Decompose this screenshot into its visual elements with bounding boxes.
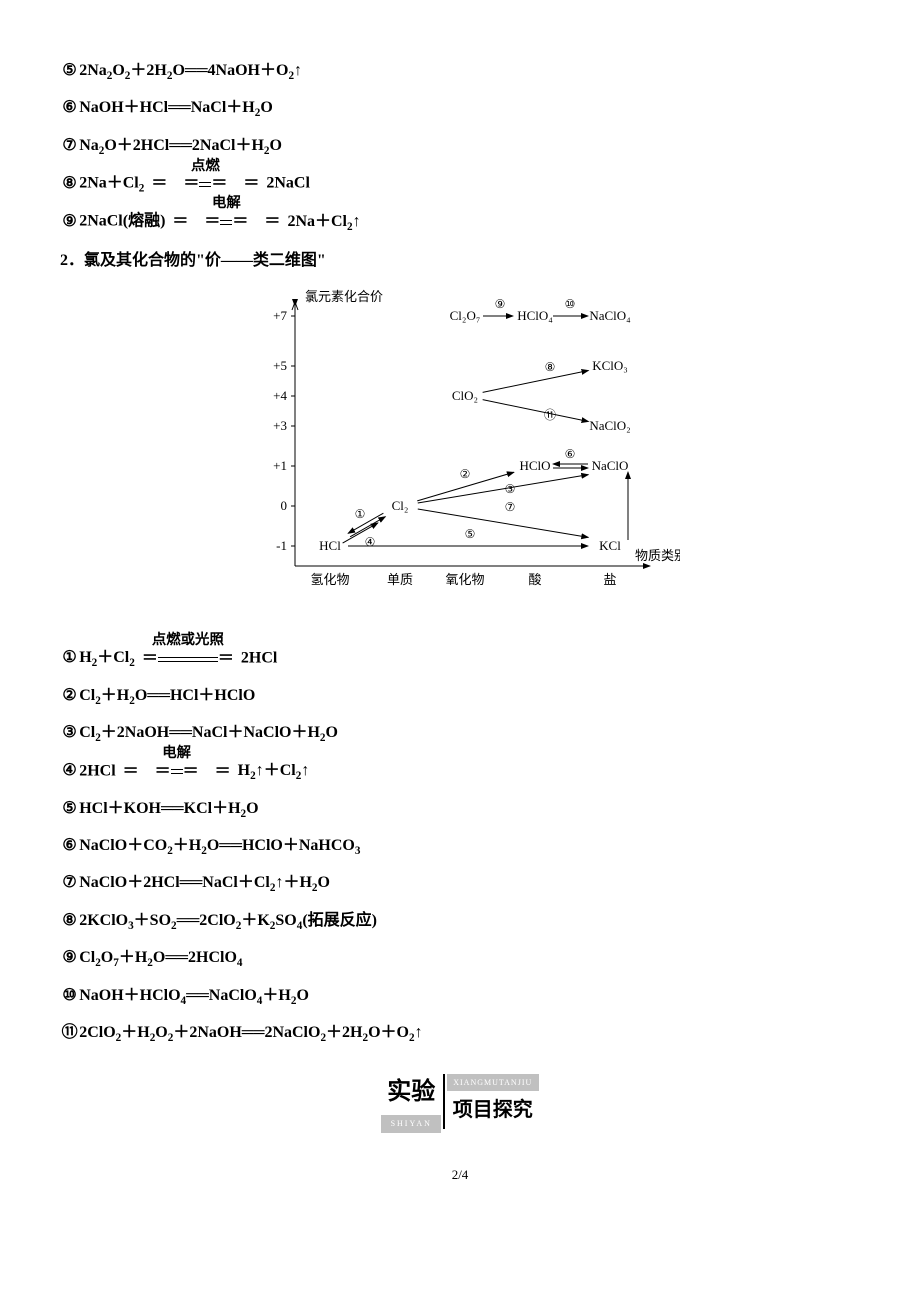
svg-text:盐: 盐 [603,572,616,587]
svg-text:单质: 单质 [387,572,413,587]
svg-text:ClO₂: ClO₂ [452,388,478,403]
section-2-title: 2．氯及其化合物的"价——类二维图" [60,246,860,276]
svg-text:⑪: ⑪ [544,408,556,422]
svg-text:④: ④ [365,535,376,549]
svg-text:Cl₂O₇: Cl₂O₇ [450,308,481,323]
footer-right-main: 项目探究 [447,1091,539,1129]
footer-banner: 实验 SHIYAN XIANGMUTANJIU 项目探究 [60,1070,860,1133]
svg-text:0: 0 [281,498,288,513]
svg-text:-1: -1 [276,538,287,553]
svg-text:KClO₃: KClO₃ [592,358,628,373]
svg-text:+1: +1 [273,458,287,473]
svg-text:HClO: HClO [519,458,550,473]
svg-text:⑤: ⑤ [465,527,476,541]
equation: ⑦NaClO＋2HCl══NaCl＋Cl2↑＋H2O [60,868,860,899]
equation: ⑥NaOH＋HCl══NaCl＋H2O [60,93,860,124]
svg-text:氯元素化合价: 氯元素化合价 [305,289,383,304]
footer-right-sub: XIANGMUTANJIU [447,1074,539,1091]
svg-text:+3: +3 [273,418,287,433]
equation: ⑪2ClO2＋H2O2＋2NaOH══2NaClO2＋2H2O＋O2↑ [60,1018,860,1049]
equation-9: ⑨2NaCl(熔融) 电解 ＝ ＝＝ ＝ 2Na＋Cl2↑ [60,206,860,238]
svg-text:氧化物: 氧化物 [445,572,484,587]
svg-text:HClO₄: HClO₄ [517,308,553,323]
equation: ⑥NaClO＋CO2＋H2O══HClO＋NaHCO3 [60,831,860,862]
svg-text:NaClO₂: NaClO₂ [589,418,630,433]
svg-text:+7: +7 [273,308,287,323]
svg-text:⑦: ⑦ [505,500,516,514]
svg-text:物质类别: 物质类别 [635,548,680,563]
svg-text:氢化物: 氢化物 [310,572,349,587]
svg-text:⑧: ⑧ [545,360,556,374]
svg-text:⑩: ⑩ [565,297,576,311]
footer-left-sub: SHIYAN [381,1115,441,1132]
equation: ⑨Cl2O7＋H2O══2HClO4 [60,943,860,974]
svg-text:②: ② [460,467,471,481]
svg-text:+4: +4 [273,388,287,403]
svg-text:①: ① [355,507,366,521]
svg-text:+5: +5 [273,358,287,373]
svg-text:③: ③ [505,482,516,496]
svg-text:NaClO: NaClO [592,458,629,473]
equation: ⑤2Na2O2＋2H2O══4NaOH＋O2↑ [60,56,860,87]
equation-b1: ①H2＋Cl2 点燃或光照 ＝＝ 2HCl [60,643,860,675]
svg-text:NaClO₄: NaClO₄ [589,308,631,323]
svg-text:KCl: KCl [599,538,621,553]
svg-text:Cl₂: Cl₂ [392,498,409,513]
equation: ⑧2KClO3＋SO2══2ClO2＋K2SO4(拓展反应) [60,906,860,937]
svg-text:HCl: HCl [319,538,341,553]
footer-left-main: 实验 [381,1070,441,1116]
valence-type-diagram: 氯元素化合价物质类别 +7 +5 +4 +3 +1 0 -1 氢化物 单质 氧化物 酸 盐 ⑨ ⑩ ⑧ ⑪ ⑥ ② ③… [60,286,860,627]
page-number: 2/4 [60,1163,860,1188]
equation: ②Cl2＋H2O══HCl＋HClO [60,681,860,712]
svg-text:⑨: ⑨ [495,297,506,311]
equation: ⑤HCl＋KOH══KCl＋H2O [60,794,860,825]
svg-text:⑥: ⑥ [565,447,576,461]
svg-text:酸: 酸 [528,572,541,587]
equation-b4: ④2HCl 电解 ＝ ＝＝ ＝ H2↑＋Cl2↑ [60,756,860,788]
equation: ⑩NaOH＋HClO4══NaClO4＋H2O [60,981,860,1012]
